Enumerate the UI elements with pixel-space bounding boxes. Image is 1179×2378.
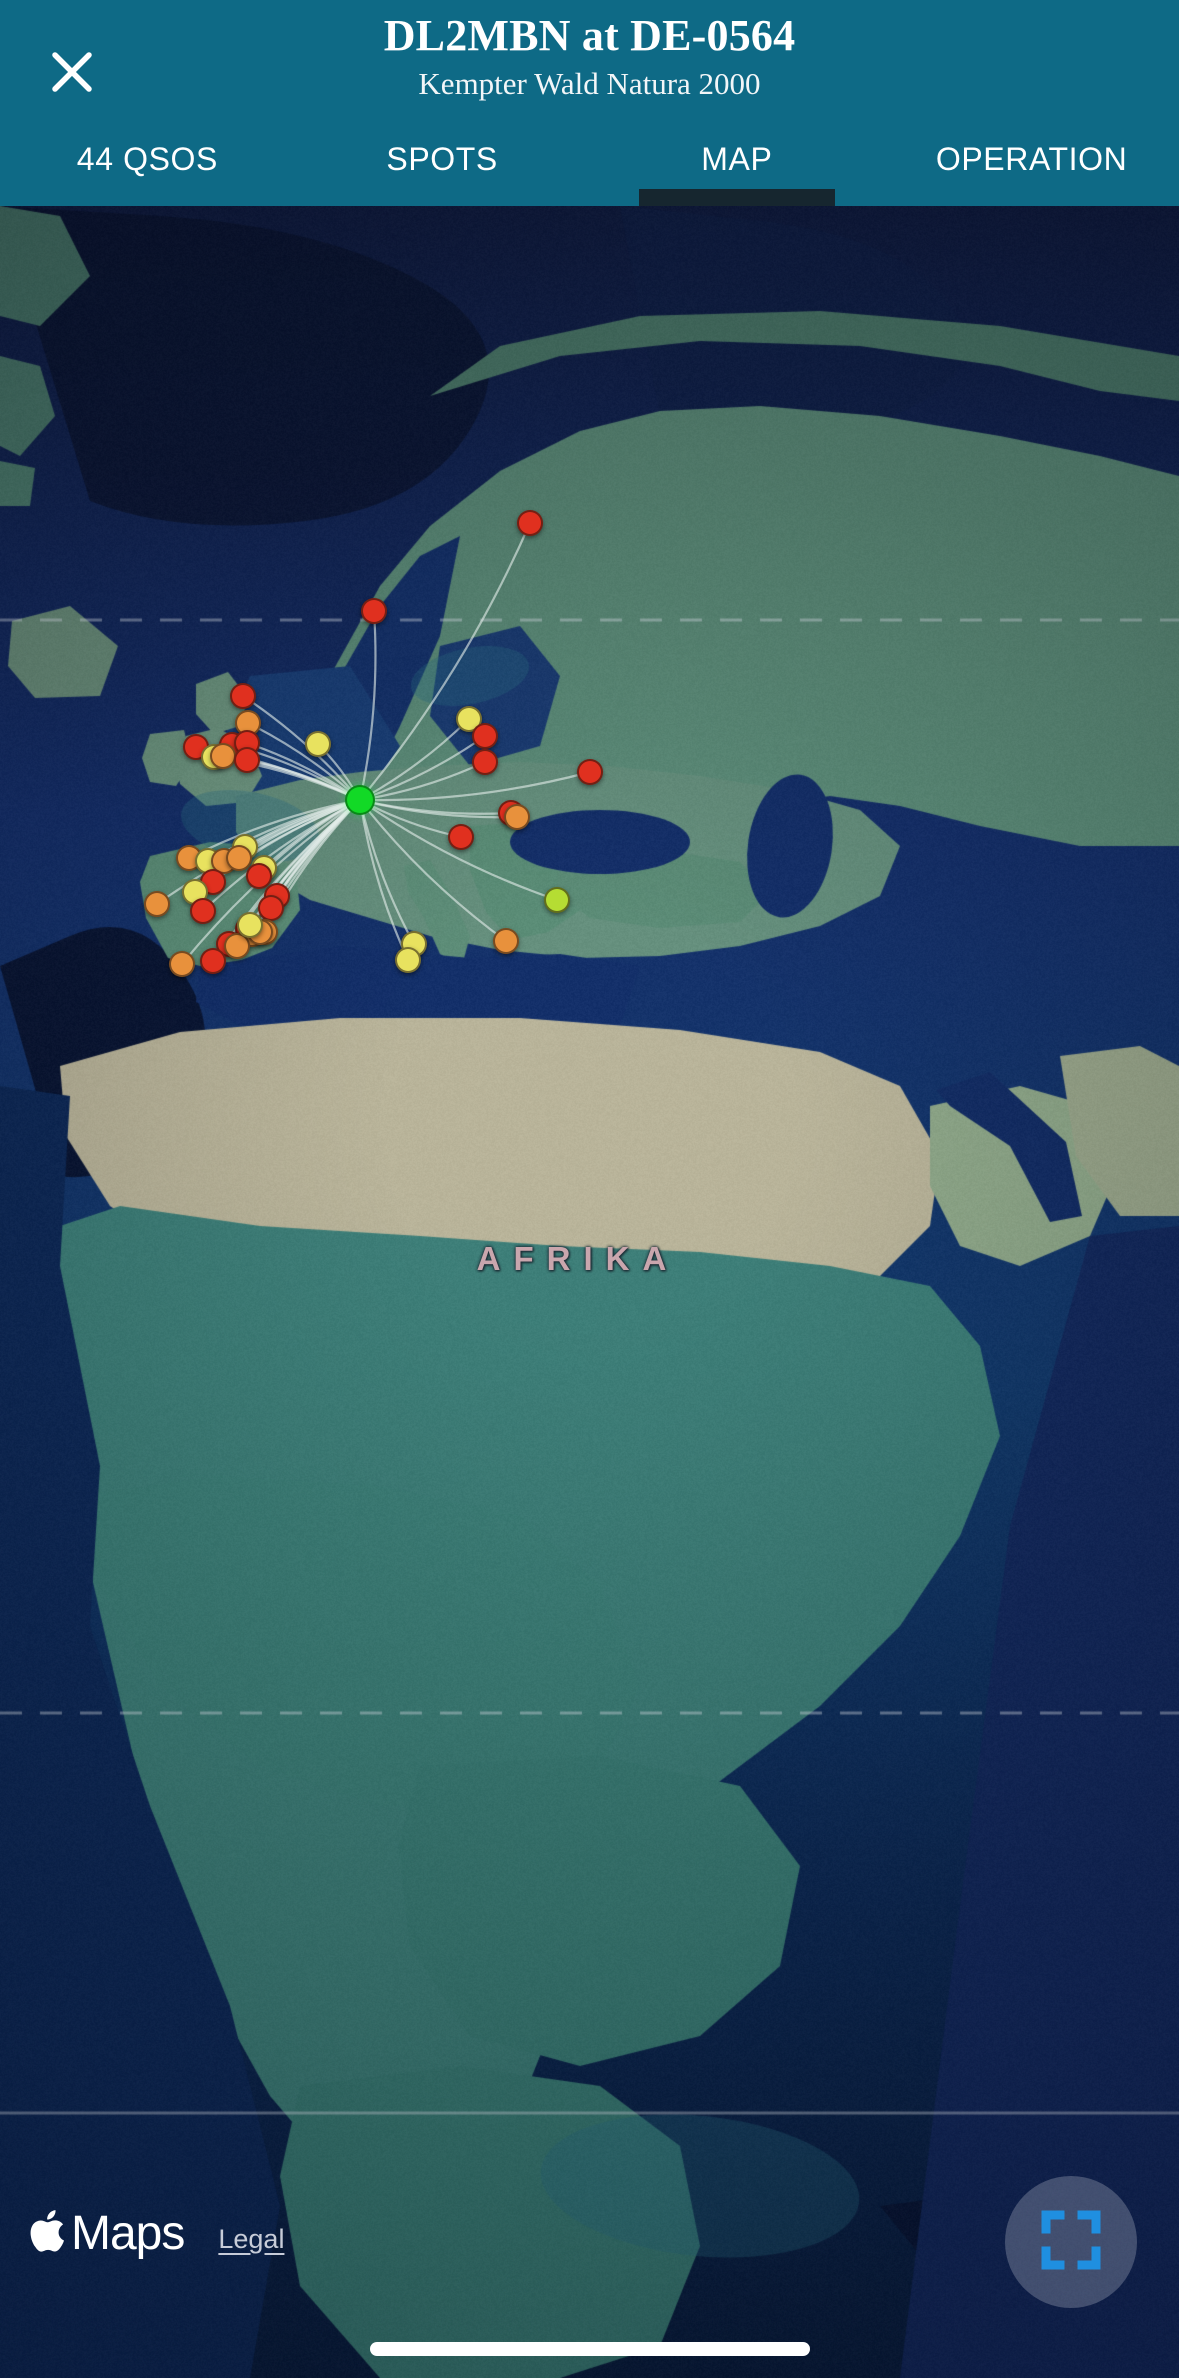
page-title: DL2MBN at DE-0564 <box>0 10 1179 62</box>
fit-to-bounds-icon <box>1040 2209 1102 2276</box>
qso-marker[interactable] <box>210 743 236 769</box>
qso-marker[interactable] <box>472 749 498 775</box>
qso-marker[interactable] <box>544 887 570 913</box>
title-block: DL2MBN at DE-0564 Kempter Wald Natura 20… <box>0 10 1179 104</box>
qso-marker[interactable] <box>258 895 284 921</box>
tab-map[interactable]: MAP <box>590 125 885 206</box>
tab-bar: 44 QSOS SPOTS MAP OPERATION <box>0 125 1179 206</box>
qso-marker[interactable] <box>493 928 519 954</box>
fit-to-bounds-button[interactable] <box>1005 2176 1137 2308</box>
qso-marker[interactable] <box>517 510 543 536</box>
qso-marker[interactable] <box>200 948 226 974</box>
qso-marker[interactable] <box>190 898 216 924</box>
tab-spots[interactable]: SPOTS <box>295 125 590 206</box>
home-station-marker[interactable] <box>345 785 375 815</box>
qso-marker[interactable] <box>144 891 170 917</box>
qso-marker[interactable] <box>504 804 530 830</box>
close-button[interactable] <box>32 32 112 112</box>
qso-marker[interactable] <box>230 683 256 709</box>
tab-label: 44 QSOS <box>77 141 218 178</box>
map-attribution: Maps Legal <box>28 2207 284 2260</box>
apple-logo-icon <box>28 2207 68 2260</box>
active-tab-indicator <box>639 189 835 206</box>
qso-marker[interactable] <box>169 951 195 977</box>
tab-label: OPERATION <box>936 141 1128 178</box>
apple-maps-wordmark: Maps <box>71 2210 184 2258</box>
qso-marker[interactable] <box>395 947 421 973</box>
qso-markers-layer <box>0 206 1179 2378</box>
qso-marker[interactable] <box>472 723 498 749</box>
apple-maps-logo: Maps <box>28 2207 184 2260</box>
page-subtitle: Kempter Wald Natura 2000 <box>0 64 1179 104</box>
tab-label: MAP <box>701 141 772 178</box>
screen-header: DL2MBN at DE-0564 Kempter Wald Natura 20… <box>0 0 1179 206</box>
map-view[interactable]: AFRIKA Maps Legal <box>0 206 1179 2378</box>
tab-label: SPOTS <box>386 141 497 178</box>
qso-marker[interactable] <box>234 747 260 773</box>
qso-marker[interactable] <box>448 824 474 850</box>
qso-marker[interactable] <box>577 759 603 785</box>
home-indicator <box>370 2342 810 2356</box>
tab-operation[interactable]: OPERATION <box>884 125 1179 206</box>
qso-marker[interactable] <box>237 912 263 938</box>
legal-link[interactable]: Legal <box>218 2222 284 2260</box>
close-icon <box>49 49 95 95</box>
qso-marker[interactable] <box>305 731 331 757</box>
map-screen: AFRIKA Maps Legal <box>0 0 1179 2378</box>
qso-marker[interactable] <box>361 598 387 624</box>
tab-44-qsos[interactable]: 44 QSOS <box>0 125 295 206</box>
